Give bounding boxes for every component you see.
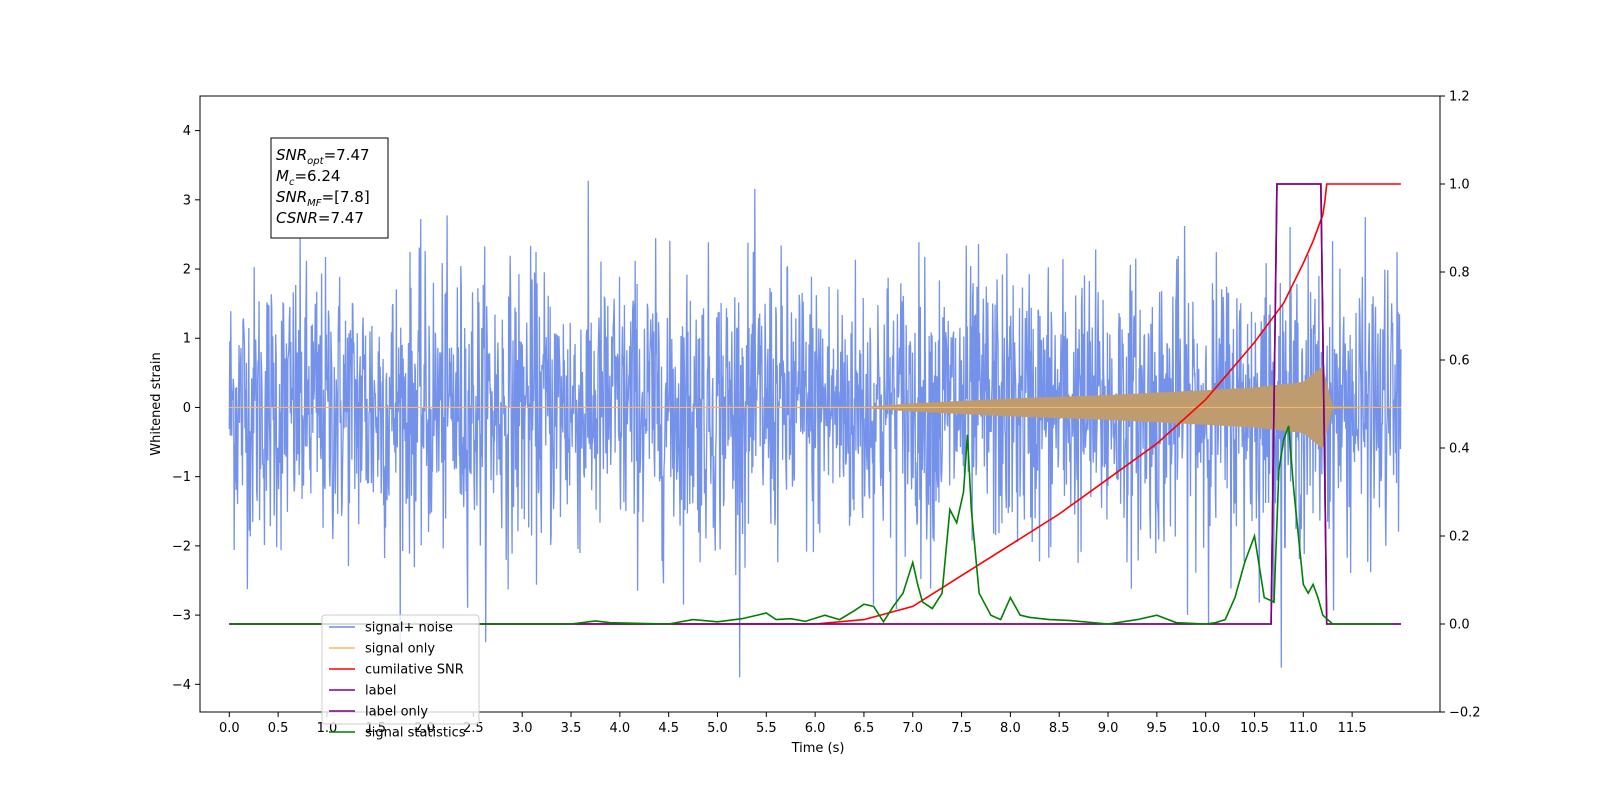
y-right-tick-label: 1.0 (1449, 178, 1470, 193)
y-right-tick-label: 0.4 (1449, 442, 1470, 457)
x-tick-label: 3.0 (512, 721, 533, 736)
x-tick-label: 10.0 (1191, 721, 1220, 736)
x-tick-label: 0.0 (219, 721, 240, 736)
legend-label: cumilative SNR (365, 663, 464, 678)
y-left-tick-label: −1 (172, 470, 191, 485)
annotation-line: SNRopt=7.47 (276, 146, 370, 167)
annotation-box (270, 137, 389, 239)
y-left-tick-label: 1 (183, 332, 191, 347)
series-line-2 (229, 183, 1401, 625)
x-tick-label: 7.5 (951, 721, 972, 736)
y-axis-label: Whitened strain (149, 352, 164, 455)
x-tick-label: 10.5 (1240, 721, 1269, 736)
x-tick-label: 5.0 (707, 721, 728, 736)
x-tick-label: 7.0 (902, 721, 923, 736)
x-tick-label: 6.0 (805, 721, 826, 736)
x-tick-label: 1.5 (365, 721, 386, 736)
y-left-tick-label: 4 (183, 124, 191, 139)
series-line-5 (229, 425, 1392, 625)
legend-label: signal statistics (365, 726, 466, 741)
x-tick-label: 6.5 (854, 721, 875, 736)
y-right-tick-label: 0.0 (1449, 618, 1470, 633)
x-tick-label: 8.0 (1000, 721, 1021, 736)
x-tick-label: 9.5 (1147, 721, 1168, 736)
legend-box (321, 614, 480, 725)
x-tick-label: 11.5 (1338, 721, 1367, 736)
y-right-tick-label: −0.2 (1449, 706, 1481, 721)
annotation-line: CSNR=7.47 (276, 209, 364, 227)
legend-label: label (365, 684, 396, 699)
x-tick-label: 9.0 (1098, 721, 1119, 736)
x-tick-label: 2.0 (414, 721, 435, 736)
x-tick-label: 5.5 (756, 721, 777, 736)
x-tick-label: 4.5 (658, 721, 679, 736)
y-right-tick-label: 0.2 (1449, 530, 1470, 545)
y-right-tick-label: 0.6 (1449, 354, 1470, 369)
y-left-tick-label: 0 (183, 401, 191, 416)
x-tick-label: 4.0 (609, 721, 630, 736)
legend-label: signal+ noise (365, 621, 453, 636)
y-left-tick-label: −3 (172, 609, 191, 624)
y-left-tick-label: 2 (183, 263, 191, 278)
y-left-tick-label: −2 (172, 539, 191, 554)
legend-label: signal only (365, 642, 435, 657)
x-tick-label: 0.5 (268, 721, 289, 736)
y-right-tick-label: 0.8 (1449, 266, 1470, 281)
x-tick-label: 3.5 (561, 721, 582, 736)
y-right-tick-label: 1.2 (1449, 90, 1470, 105)
x-tick-label: 2.5 (463, 721, 484, 736)
y-left-tick-label: 3 (183, 193, 191, 208)
legend-label: label only (365, 705, 428, 720)
annotation-line: Mc=6.24 (276, 167, 340, 188)
series-line-0 (228, 180, 1402, 678)
y-left-tick-label: −4 (172, 678, 191, 693)
plot-frame (199, 95, 1441, 713)
annotation-line: SNRMF=[7.8] (276, 188, 370, 209)
x-axis-label: Time (s) (791, 741, 845, 756)
x-tick-label: 8.5 (1049, 721, 1070, 736)
x-tick-label: 11.0 (1289, 721, 1318, 736)
